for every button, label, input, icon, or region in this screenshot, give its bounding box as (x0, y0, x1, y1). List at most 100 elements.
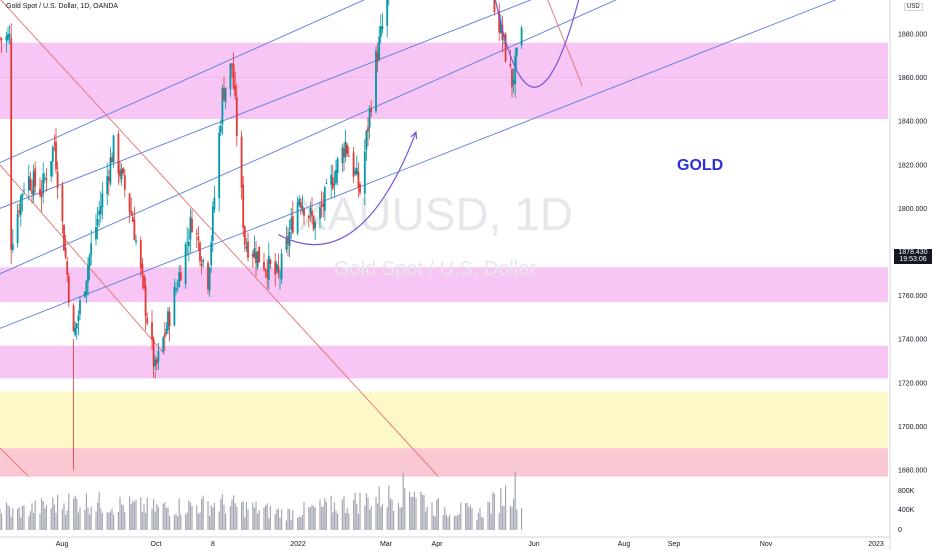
volume-bar-53 (119, 497, 121, 530)
candle-body-23 (51, 146, 54, 162)
zone-pink-3[interactable] (0, 42, 888, 120)
volume-bar-70 (156, 504, 158, 530)
volume-bar-68 (153, 499, 155, 530)
trendline-blue-3[interactable] (0, 0, 915, 329)
zone-pink-5[interactable] (0, 345, 888, 379)
candle-body-79 (176, 288, 179, 290)
trendline-blue-1[interactable] (0, 0, 805, 209)
volume-bar-66 (146, 497, 148, 530)
volume-bar-72 (162, 503, 164, 530)
volume-bar-182 (409, 491, 411, 530)
volume-tick-label: 400K (898, 507, 915, 514)
trendline-red-5[interactable] (0, 0, 439, 477)
candle-body-48 (107, 177, 110, 181)
candle-body-45 (99, 206, 102, 215)
candle-body-228 (511, 68, 513, 88)
volume-bar-180 (402, 472, 404, 530)
volume-bar-139 (311, 504, 313, 530)
candle-body-80 (178, 272, 181, 287)
gold-annotation[interactable]: GOLD (677, 157, 723, 174)
trendline-red-4[interactable] (413, 0, 583, 87)
volume-bar-86 (191, 505, 193, 530)
volume-bar-178 (399, 507, 401, 530)
volume-bar-183 (410, 496, 412, 530)
volume-bar-7 (17, 508, 19, 530)
candle-body-125 (279, 274, 281, 276)
trendline-blue-2[interactable] (0, 0, 843, 275)
candle-body-105 (234, 85, 237, 97)
volume-bar-104 (233, 495, 235, 530)
candle-body-95 (211, 206, 214, 241)
volume-bar-94 (210, 505, 212, 530)
volume-bar-119 (266, 503, 268, 530)
volume-bar-125 (279, 517, 281, 530)
volume-bar-145 (324, 498, 326, 530)
candle-body-72 (162, 337, 165, 352)
candle-body-1 (0, 38, 3, 40)
trendline-red-6[interactable] (0, 164, 166, 355)
candle-body-106 (235, 97, 238, 136)
price-axis[interactable]: 1680.000 1700.000 1720.000 1740.000 1760.000… (898, 0, 927, 475)
candle-body-66 (146, 317, 149, 324)
volume-bar-127 (285, 520, 287, 530)
volume-bar-232 (521, 507, 523, 530)
candle-body-28 (63, 225, 65, 251)
projection-arc-1[interactable] (494, 0, 644, 88)
candle-body-229 (512, 80, 515, 85)
candle-layer (0, 0, 523, 470)
candle-body-7 (16, 214, 19, 244)
volume-bar-58 (130, 504, 132, 530)
volume-bar-134 (300, 517, 302, 530)
candle-body-22 (50, 161, 53, 177)
currency-label[interactable]: USD (904, 3, 923, 11)
volume-bar-215 (481, 516, 483, 530)
volume-bar-112 (252, 502, 254, 530)
trendline-red-7[interactable] (0, 447, 30, 477)
time-axis[interactable]: Aug Oct 8 2022 Mar Apr Jun Aug Sep Nov 2023 (56, 541, 884, 548)
volume-bar-103 (231, 499, 233, 530)
candle-body-12 (27, 176, 30, 191)
volume-bar-15 (33, 512, 35, 530)
volume-bar-211 (471, 508, 473, 530)
candle-body-54 (120, 168, 123, 180)
volume-bar-56 (124, 512, 126, 530)
price-tick-label: 1720.000 (898, 380, 927, 387)
candle-body-133 (298, 198, 301, 205)
candle-body-2 (5, 36, 8, 41)
volume-bar-212 (476, 519, 478, 530)
candle-body-52 (117, 133, 120, 174)
volume-bar-230 (514, 471, 516, 530)
candle-body-114 (255, 252, 257, 264)
volume-bar-199 (445, 514, 447, 530)
volume-tick-label: 0 (898, 527, 902, 534)
volume-bar-205 (458, 514, 460, 530)
volume-bar-96 (213, 502, 215, 530)
candle-body-55 (122, 168, 125, 174)
candle-body-221 (493, 0, 496, 12)
candle-body-90 (200, 263, 203, 267)
zone-yellow-6[interactable] (0, 391, 888, 449)
candle-body-70 (155, 359, 158, 365)
volume-bar-120 (268, 517, 270, 530)
volume-bar-184 (412, 496, 414, 530)
volume-axis: 800K 400K 0 (898, 488, 915, 534)
volume-bar-41 (90, 506, 92, 530)
volume-bar-8 (18, 507, 20, 530)
volume-bar-176 (393, 510, 395, 530)
volume-bar-172 (386, 507, 388, 530)
volume-bar-142 (319, 499, 321, 530)
volume-bar-17 (39, 513, 41, 530)
zone-salmon-7[interactable] (0, 448, 888, 477)
candle-body-63 (141, 263, 144, 275)
candle-body-19 (42, 173, 45, 194)
volume-bar-135 (301, 514, 303, 530)
candle-body-9 (19, 196, 22, 215)
volume-bar-78 (175, 513, 177, 530)
candle-body-0 (0, 37, 1, 39)
zone-pink-4[interactable] (0, 267, 888, 303)
projection-arc-0[interactable] (278, 131, 417, 246)
candle-body-93 (208, 267, 211, 291)
trendline-blue-0[interactable] (0, 0, 605, 164)
price-tick-label: 1880.000 (898, 32, 927, 39)
